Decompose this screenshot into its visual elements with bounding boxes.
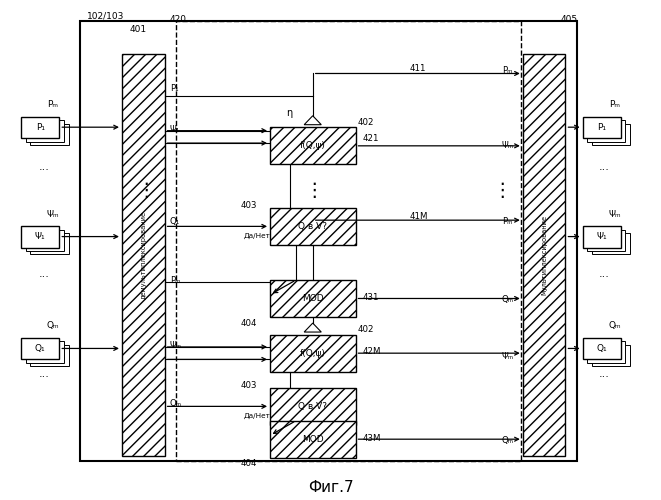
Text: Pₘ: Pₘ — [502, 66, 512, 74]
FancyBboxPatch shape — [592, 345, 630, 366]
Text: 403: 403 — [241, 380, 257, 390]
Text: P₁: P₁ — [170, 84, 178, 93]
Text: Ψₘ: Ψₘ — [609, 210, 621, 218]
FancyBboxPatch shape — [26, 230, 64, 251]
FancyBboxPatch shape — [21, 226, 59, 248]
Text: Q в V?: Q в V? — [298, 402, 327, 411]
Text: 41M: 41M — [409, 212, 428, 220]
FancyBboxPatch shape — [270, 127, 356, 164]
Text: 102/103: 102/103 — [87, 12, 124, 21]
Text: ···: ··· — [39, 166, 50, 175]
Text: Q₁: Q₁ — [35, 344, 46, 353]
Text: ⋮: ⋮ — [136, 181, 156, 200]
Text: Qₘ: Qₘ — [609, 321, 621, 330]
Text: Q в V?: Q в V? — [298, 222, 327, 231]
Text: Да/Нет: Да/Нет — [244, 414, 270, 420]
FancyBboxPatch shape — [81, 22, 577, 462]
Text: Ψₘ: Ψₘ — [502, 141, 514, 150]
Text: ···: ··· — [599, 166, 609, 175]
Text: 42M: 42M — [362, 348, 381, 356]
Text: 405: 405 — [561, 16, 578, 24]
FancyBboxPatch shape — [122, 54, 165, 456]
Text: 404: 404 — [241, 318, 257, 328]
Text: 403: 403 — [241, 200, 257, 210]
Text: Pₘ: Pₘ — [170, 276, 180, 285]
Text: Pₘ: Pₘ — [502, 216, 512, 226]
Text: Qₘ: Qₘ — [170, 398, 182, 407]
Text: ···: ··· — [39, 272, 50, 282]
Text: MOD: MOD — [302, 294, 323, 303]
Text: Мультиплексирование: Мультиплексирование — [541, 215, 547, 295]
Text: 404: 404 — [241, 460, 257, 468]
FancyBboxPatch shape — [587, 230, 625, 251]
FancyBboxPatch shape — [30, 233, 69, 254]
Text: f(Q,ψ): f(Q,ψ) — [300, 142, 326, 150]
Text: демультиплексирование: демультиплексирование — [140, 211, 146, 299]
Text: ···: ··· — [599, 372, 609, 382]
Text: η: η — [286, 108, 293, 118]
FancyBboxPatch shape — [523, 54, 565, 456]
Text: 43M: 43M — [362, 434, 381, 444]
Text: ⋮: ⋮ — [492, 181, 512, 200]
Text: Ψ₁: Ψ₁ — [170, 125, 180, 134]
FancyBboxPatch shape — [592, 124, 630, 145]
Text: Q₁: Q₁ — [596, 344, 607, 353]
FancyBboxPatch shape — [270, 420, 356, 458]
Text: 401: 401 — [130, 24, 147, 34]
Text: ⋮: ⋮ — [304, 181, 324, 200]
Text: f(Q,ψ): f(Q,ψ) — [300, 348, 326, 358]
Text: Qₘ: Qₘ — [502, 436, 514, 445]
FancyBboxPatch shape — [270, 208, 356, 245]
Text: Qₘ: Qₘ — [46, 321, 59, 330]
FancyBboxPatch shape — [21, 116, 59, 138]
Text: 411: 411 — [409, 64, 426, 73]
FancyBboxPatch shape — [270, 280, 356, 317]
Text: Да/Нет: Да/Нет — [244, 234, 270, 239]
Text: Pₘ: Pₘ — [609, 100, 621, 109]
Text: Фиг.7: Фиг.7 — [307, 480, 354, 495]
FancyBboxPatch shape — [30, 124, 69, 145]
FancyBboxPatch shape — [26, 120, 64, 142]
FancyBboxPatch shape — [582, 116, 621, 138]
Text: Ψₘ: Ψₘ — [170, 342, 182, 350]
Text: Ψ₁: Ψ₁ — [596, 232, 607, 241]
FancyBboxPatch shape — [592, 233, 630, 254]
Text: Pₘ: Pₘ — [47, 100, 58, 109]
FancyBboxPatch shape — [587, 342, 625, 363]
Text: Ψₘ: Ψₘ — [502, 352, 514, 362]
Text: ···: ··· — [39, 372, 50, 382]
Text: MOD: MOD — [302, 434, 323, 444]
Text: Qₘ: Qₘ — [502, 295, 514, 304]
Text: Q₁: Q₁ — [170, 216, 180, 226]
FancyBboxPatch shape — [270, 388, 356, 425]
Text: 402: 402 — [358, 325, 374, 334]
FancyBboxPatch shape — [30, 345, 69, 366]
Text: 421: 421 — [362, 134, 379, 142]
Text: 402: 402 — [358, 118, 374, 126]
FancyBboxPatch shape — [582, 226, 621, 248]
Text: 420: 420 — [169, 16, 186, 24]
FancyBboxPatch shape — [582, 338, 621, 359]
Text: ···: ··· — [599, 272, 609, 282]
FancyBboxPatch shape — [270, 334, 356, 372]
Text: P₁: P₁ — [36, 123, 45, 132]
Text: P₁: P₁ — [597, 123, 606, 132]
FancyBboxPatch shape — [587, 120, 625, 142]
Text: Ψ₁: Ψ₁ — [35, 232, 46, 241]
Text: Ψₘ: Ψₘ — [46, 210, 59, 218]
FancyBboxPatch shape — [26, 342, 64, 363]
FancyBboxPatch shape — [21, 338, 59, 359]
Text: 431: 431 — [362, 292, 379, 302]
